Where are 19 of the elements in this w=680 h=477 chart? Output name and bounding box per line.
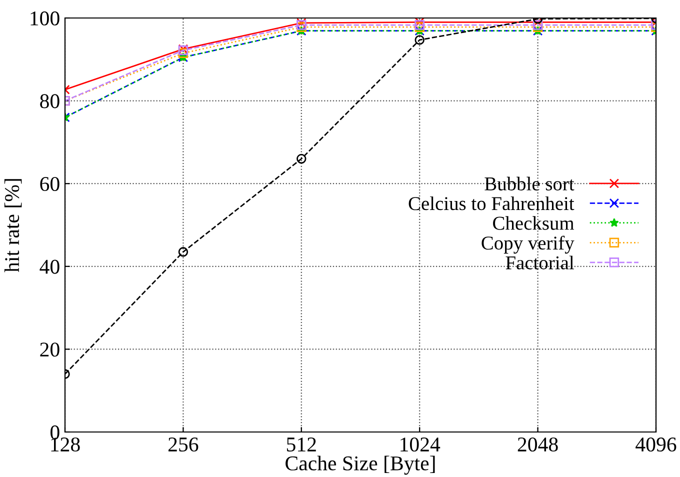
- y-tick-label: 60: [40, 176, 60, 192]
- y-tick-label: 20: [40, 342, 60, 357]
- y-tick-label: 80: [40, 94, 60, 108]
- y-tick-label: 40: [40, 260, 60, 274]
- x-tick-label: 2048: [518, 437, 558, 452]
- legend-label: Celcius to Fahrenheit: [408, 196, 574, 210]
- legend-label: Copy verify: [482, 236, 574, 254]
- x-axis-title: Cache Size [Byte]: [286, 456, 435, 475]
- y-axis-title: hit rate [%]: [4, 179, 22, 272]
- x-tick-label: 256: [168, 438, 198, 452]
- legend-label: Factorial: [506, 256, 574, 270]
- x-tick-label: 128: [51, 437, 80, 452]
- y-tick-label: 0: [50, 425, 60, 440]
- legend-label: Checksum: [493, 216, 574, 230]
- y-tick-label: 100: [30, 11, 60, 26]
- legend-label: Bubble sort: [484, 176, 574, 190]
- x-tick-label: 4096: [636, 437, 676, 452]
- x-tick-label: 1024: [400, 437, 440, 452]
- x-tick-label: 512: [286, 438, 316, 452]
